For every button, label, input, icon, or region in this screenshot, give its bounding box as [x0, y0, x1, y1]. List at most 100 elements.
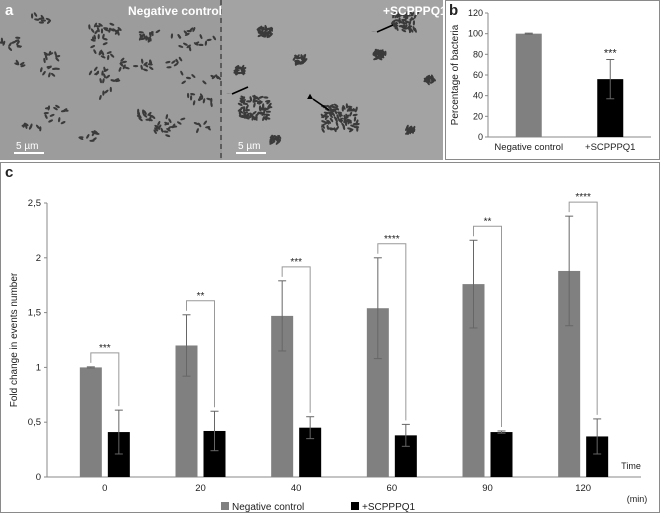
bacterium	[138, 31, 144, 34]
bacterium	[347, 120, 352, 124]
bacterium	[330, 105, 336, 109]
bacterium	[192, 100, 196, 106]
x-tick-label: 0	[102, 483, 107, 494]
bacterium	[188, 46, 192, 52]
bacterium	[55, 104, 60, 109]
bacterium	[109, 86, 112, 93]
bacterium	[103, 73, 106, 79]
bacterium	[405, 126, 409, 131]
bacterium	[409, 11, 414, 17]
bacterium	[211, 75, 216, 80]
bacterium	[99, 49, 103, 55]
bacterium	[163, 130, 169, 133]
bacterium	[375, 48, 378, 54]
bacterium	[136, 115, 142, 119]
bacterium	[356, 126, 359, 132]
bacterium	[55, 55, 61, 58]
bacterium	[321, 120, 327, 123]
bacterium	[240, 106, 246, 110]
bacterium	[398, 24, 404, 28]
bacterium	[334, 117, 338, 123]
bacterium	[49, 113, 55, 117]
bacterium	[189, 27, 194, 32]
arrow-shaft	[312, 98, 330, 111]
bacterium	[242, 102, 249, 105]
bacterium	[257, 100, 263, 103]
bacterium	[178, 56, 183, 62]
bacterium	[237, 108, 243, 112]
bacterium	[256, 111, 260, 117]
bacterium	[266, 27, 272, 31]
bacterium	[335, 121, 339, 127]
bacterium	[210, 101, 213, 108]
bacterium	[412, 20, 416, 26]
bacterium	[331, 111, 335, 117]
bacterium	[352, 113, 358, 117]
bar-0	[515, 33, 542, 137]
bacterium	[372, 53, 378, 57]
significance-bracket	[568, 201, 598, 415]
y-tick-label: 1	[36, 362, 41, 373]
bar-chart-panel-b: 0 20 40 60 80 100 120 Percentage of bacteria Neg…	[445, 0, 660, 160]
bacterium	[345, 103, 349, 109]
bacterium	[114, 30, 119, 35]
bacterium	[246, 100, 252, 103]
x-tick-label: 40	[291, 483, 302, 494]
bacterium	[35, 124, 40, 129]
bacterium	[48, 119, 53, 123]
bacterium	[165, 134, 171, 138]
bacterium	[249, 96, 253, 102]
bacterium	[156, 125, 160, 130]
bacterium	[275, 140, 280, 145]
bacterium	[343, 114, 347, 120]
y-tick-label: 1,5	[28, 308, 41, 319]
bacterium	[348, 128, 354, 133]
bar-chart-panel-c: 0 0,5 1 1,5 2 2,5 Fold change in events number…	[0, 162, 660, 513]
bacterium	[349, 111, 353, 117]
significance-bracket	[90, 352, 120, 407]
bacterium	[122, 64, 126, 70]
bacterium	[424, 80, 430, 83]
bacterium	[38, 17, 44, 20]
significance-bracket	[473, 225, 502, 427]
bacterium	[198, 43, 204, 47]
bacterium	[106, 51, 112, 54]
bacterium	[148, 66, 154, 70]
significance-label: **	[197, 291, 205, 302]
bacterium	[197, 97, 204, 101]
bacterium	[329, 104, 334, 108]
bacterium	[414, 11, 420, 16]
treated-label: +SCPPPQ1	[383, 4, 443, 18]
bacterium	[110, 53, 115, 58]
bacterium	[92, 137, 97, 141]
negative-control-label: Negative control	[128, 4, 223, 18]
bacterium	[202, 80, 207, 85]
x-tick-label: 90	[482, 483, 493, 494]
bacterium	[151, 31, 154, 37]
y-tick-label: 2	[36, 253, 41, 264]
bacterium	[38, 21, 44, 24]
significance-label: ****	[384, 234, 400, 245]
bar-chart-c: 0 0,5 1 1,5 2 2,5 Fold change in events number…	[9, 192, 647, 512]
bacterium	[141, 58, 144, 64]
bacterium	[267, 105, 273, 109]
bacterium	[338, 112, 342, 118]
arrow-shaft	[231, 86, 249, 95]
bacterium	[138, 117, 143, 122]
bacterium	[8, 46, 12, 51]
scale-bar-right-label: 5 µm	[238, 141, 261, 152]
bar-treated-3	[394, 435, 417, 477]
bacterium	[175, 58, 179, 64]
bacterium	[244, 108, 250, 112]
bacterium	[133, 64, 139, 68]
bacterium	[391, 19, 397, 23]
bacterium	[94, 72, 100, 75]
bacterium	[212, 35, 216, 41]
bacterium	[335, 106, 339, 111]
bacterium	[45, 55, 48, 61]
bacterium	[143, 110, 147, 115]
bacterium	[329, 110, 335, 114]
bacterium	[88, 70, 93, 76]
bacterium	[47, 105, 50, 111]
bacterium	[48, 72, 51, 78]
